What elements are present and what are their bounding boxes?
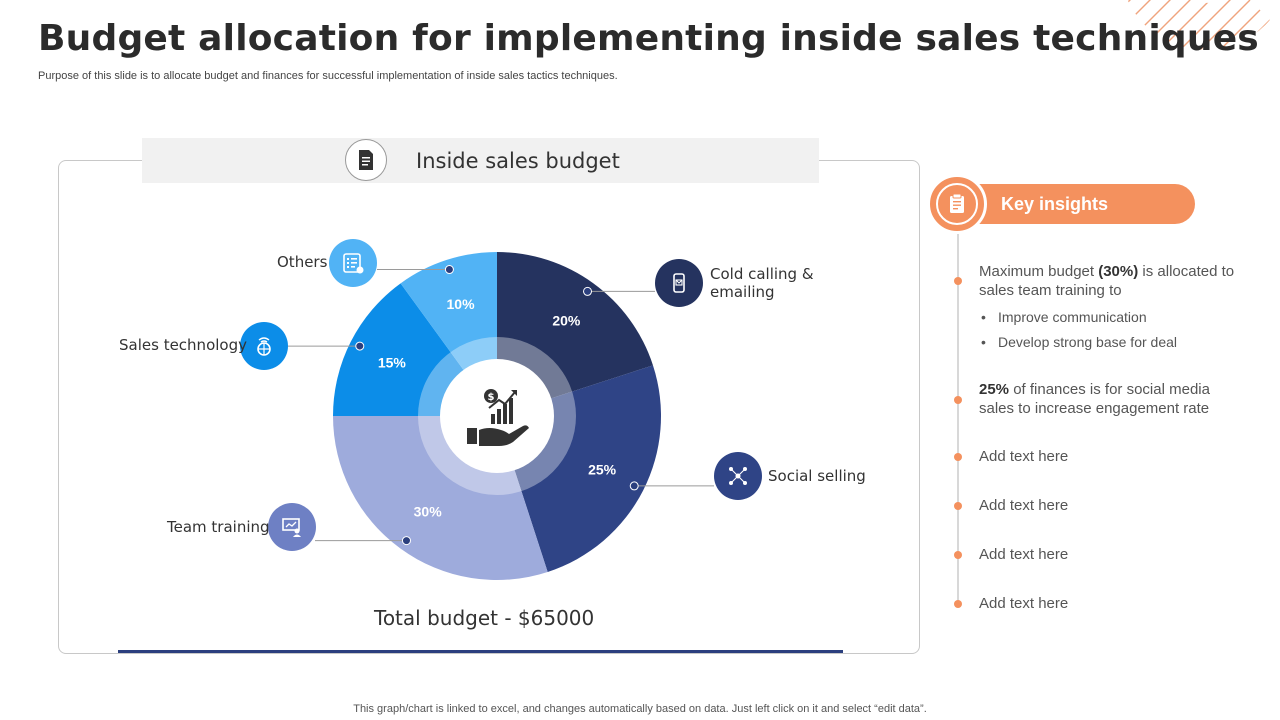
phone-mail-icon xyxy=(655,259,703,307)
label-cold-calling: Cold calling & emailing xyxy=(710,265,814,301)
insights-timeline xyxy=(957,234,959,604)
insight-2-bold: 25% xyxy=(979,381,1010,398)
pie-slice-value-label: 25% xyxy=(588,462,617,478)
document-icon xyxy=(345,139,387,181)
globe-signal-icon xyxy=(240,322,288,370)
timeline-dot xyxy=(954,600,962,608)
timeline-dot xyxy=(954,277,962,285)
insight-bullet: • Improve communication xyxy=(981,309,1147,325)
label-social-selling: Social selling xyxy=(768,467,866,485)
insight-placeholder[interactable]: Add text here xyxy=(979,497,1069,514)
network-icon xyxy=(714,452,762,500)
pie-slice-value-label: 30% xyxy=(414,503,443,519)
pie-slice-value-label: 15% xyxy=(378,354,407,370)
label-others: Others xyxy=(277,253,328,271)
presentation-icon xyxy=(268,503,316,551)
timeline-dot xyxy=(954,551,962,559)
label-sales-technology: Sales technology xyxy=(119,336,247,354)
label-cold-calling-line1: Cold calling & xyxy=(710,265,814,283)
leader-dot xyxy=(629,481,639,491)
insight-placeholder[interactable]: Add text here xyxy=(979,448,1069,465)
insight-1-post: is allocated to sales team training to xyxy=(979,263,1235,299)
bullet-text: Improve communication xyxy=(998,309,1147,325)
timeline-dot xyxy=(954,502,962,510)
leader-dot xyxy=(401,536,411,546)
insight-2-post: of finances is for social media sales to… xyxy=(979,381,1210,417)
label-cold-calling-line2: emailing xyxy=(710,283,775,301)
checklist-icon xyxy=(329,239,377,287)
chart-header-title: Inside sales budget xyxy=(416,149,620,173)
insight-social-media: 25% of finances is for social media sale… xyxy=(979,380,1249,418)
leader-dot xyxy=(444,265,454,275)
money-hand-growth-icon: $ xyxy=(467,389,529,446)
notepad-icon xyxy=(936,183,978,225)
pie-slice-value-label: 10% xyxy=(447,296,476,312)
key-insights-badge xyxy=(927,174,987,234)
decorative-stripe-circle xyxy=(1120,0,1280,50)
insight-1-bold: (30%) xyxy=(1098,263,1139,280)
timeline-dot xyxy=(954,396,962,404)
total-budget: Total budget - $65000 xyxy=(374,606,595,630)
bullet-text: Develop strong base for deal xyxy=(998,334,1177,350)
insight-placeholder[interactable]: Add text here xyxy=(979,546,1069,563)
insight-1-pre: Maximum budget xyxy=(979,263,1099,280)
leader-dot xyxy=(355,341,365,351)
pie-slice-value-label: 20% xyxy=(552,313,581,329)
panel-bottom-bar xyxy=(118,650,843,653)
key-insights-title: Key insights xyxy=(1001,194,1109,214)
insight-placeholder[interactable]: Add text here xyxy=(979,595,1069,612)
insight-bullet: • Develop strong base for deal xyxy=(981,334,1177,350)
svg-text:$: $ xyxy=(488,392,495,403)
footer-note: This graph/chart is linked to excel, and… xyxy=(353,703,927,715)
page-subtitle: Purpose of this slide is to allocate bud… xyxy=(38,70,618,82)
label-team-training: Team training xyxy=(167,518,270,536)
timeline-dot xyxy=(954,453,962,461)
insight-max-budget: Maximum budget (30%) is allocated to sal… xyxy=(979,262,1249,300)
page-title: Budget allocation for implementing insid… xyxy=(38,18,1259,59)
leader-dot xyxy=(583,286,593,296)
panel-header xyxy=(142,138,819,183)
